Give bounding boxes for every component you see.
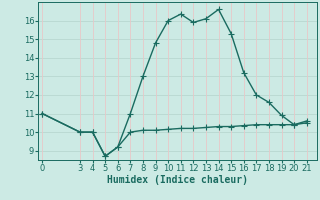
X-axis label: Humidex (Indice chaleur): Humidex (Indice chaleur): [107, 175, 248, 185]
